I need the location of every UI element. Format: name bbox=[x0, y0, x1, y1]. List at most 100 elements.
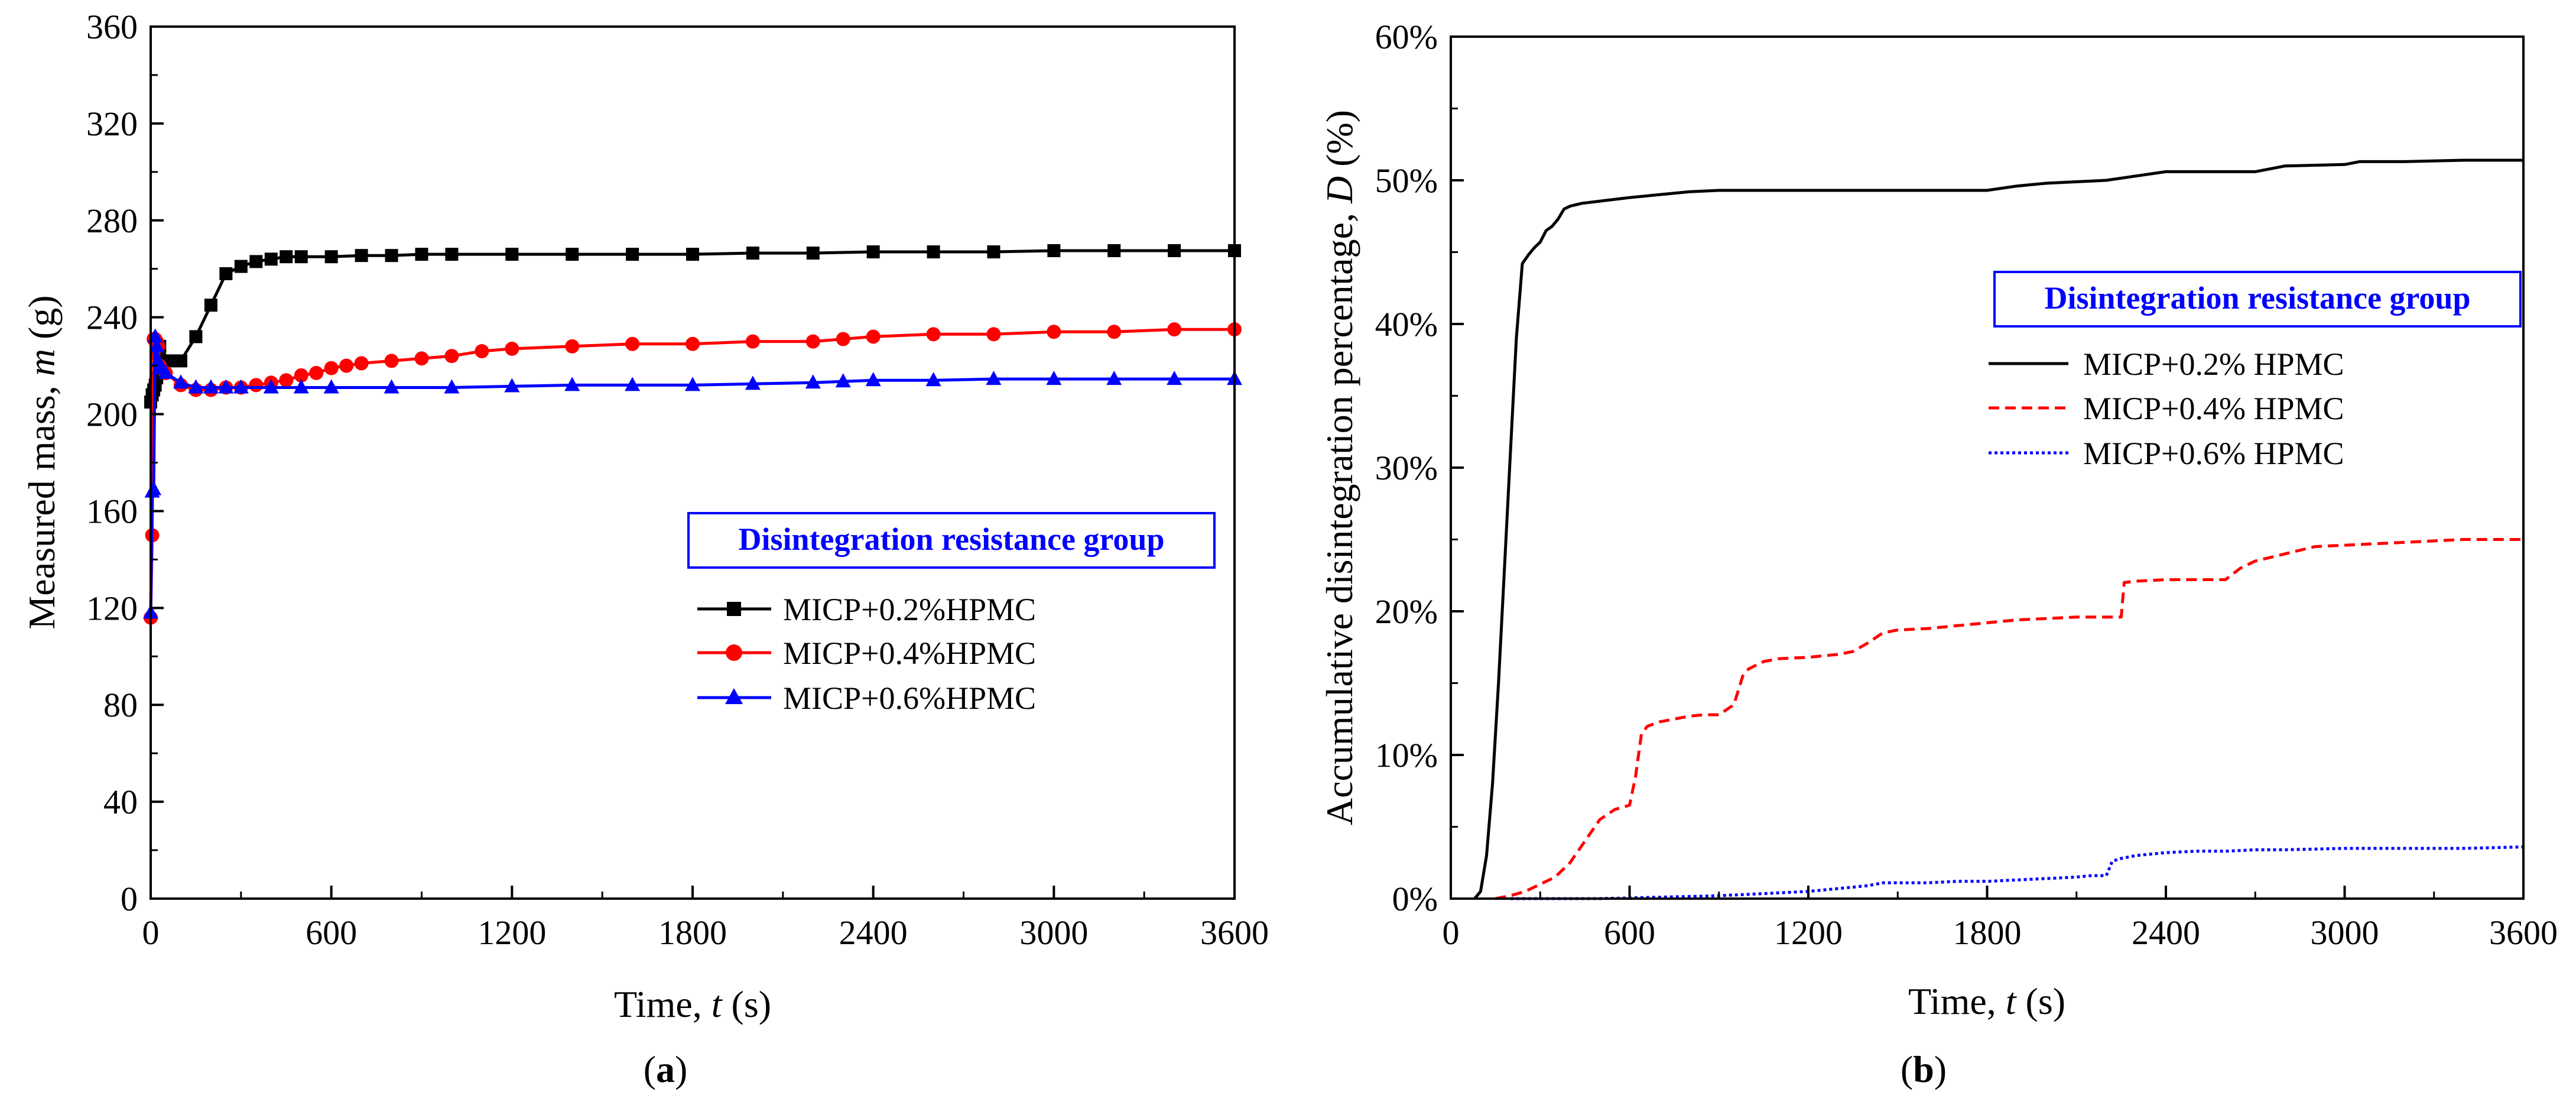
panel-a-series-2-point-11 bbox=[218, 379, 234, 394]
panel-b-legend-title-box bbox=[1993, 271, 2522, 328]
panel-a-y-tick-label-8: 320 bbox=[86, 105, 138, 143]
panel-a-series-0-point-16 bbox=[294, 250, 308, 264]
panel-a-x-tick-label-0: 0 bbox=[142, 913, 160, 952]
panel-a-series-0-point-13 bbox=[249, 255, 263, 268]
panel-a-series-0-point-18 bbox=[355, 249, 368, 262]
panel-a-series-0-point-25 bbox=[686, 248, 699, 261]
panel-a-legend: Disintegration resistance group MICP+0.2… bbox=[687, 512, 1216, 716]
panel-a-series-1-point-35 bbox=[1047, 325, 1061, 339]
panel-a-series-2-point-17 bbox=[444, 379, 460, 394]
panel-b-x-tick-label-1: 600 bbox=[1604, 913, 1655, 952]
panel-b-y-tick-label-2: 20% bbox=[1375, 592, 1438, 631]
panel-a-legend-item-2: MICP+0.6%HPMC bbox=[697, 680, 1036, 716]
panel-b-plot-frame bbox=[1450, 35, 2525, 900]
panel-a-series-1-point-17 bbox=[309, 365, 324, 380]
panel-a-y-tick-label-3: 120 bbox=[86, 589, 138, 627]
panel-b-x-tick-label-6: 3600 bbox=[2489, 913, 2558, 952]
panel-b-series-line-2 bbox=[1510, 845, 2524, 900]
panel-a-y-tick-label-1: 40 bbox=[103, 783, 138, 821]
panel-a-series-2-point-14 bbox=[293, 379, 309, 394]
panel-a-series-1-point-13 bbox=[249, 378, 264, 393]
panel-a-series-1-point-29 bbox=[745, 334, 760, 349]
panel-a-series-0-point-21 bbox=[445, 248, 459, 261]
panel-a-series-2-point-13 bbox=[263, 379, 279, 394]
panel-a-y-tick-label-6: 240 bbox=[86, 299, 138, 337]
panel-b-legend-label-1: MICP+0.4% HPMC bbox=[2083, 391, 2344, 426]
panel-b-x-tick-label-0: 0 bbox=[1443, 913, 1460, 952]
panel-a-legend-marker-0 bbox=[727, 602, 741, 616]
panel-b-x-tick-label-2: 1200 bbox=[1774, 913, 1843, 952]
panel-a-x-axis-title: Time, t (s) bbox=[614, 983, 771, 1025]
panel-a-series-1-point-27 bbox=[625, 336, 640, 351]
panel-a-series-1-point-33 bbox=[926, 327, 941, 342]
panel-a-series-2-point-16 bbox=[384, 379, 399, 394]
panel-a-series-2-point-7 bbox=[158, 364, 174, 379]
panel-a-series-0-point-12 bbox=[234, 260, 248, 273]
panel-a-series-1-point-36 bbox=[1107, 325, 1122, 339]
panel-a-series-group bbox=[143, 244, 1242, 625]
panel-a-series-1-point-31 bbox=[836, 332, 850, 346]
panel-a-series-2-point-24 bbox=[835, 373, 851, 388]
panel-a-series-2-point-12 bbox=[233, 379, 249, 394]
panel-a-series-0-point-33 bbox=[1168, 244, 1181, 257]
panel-a-series-2-point-29 bbox=[1106, 371, 1122, 385]
panel-a-series-0-point-9 bbox=[189, 330, 203, 343]
panel-a-x-tick-label-3: 1800 bbox=[658, 913, 727, 952]
panel-a-legend-title: Disintegration resistance group bbox=[739, 521, 1165, 557]
panel-a-series-0-point-17 bbox=[324, 250, 338, 264]
panel-b-x-tick-label-5: 3000 bbox=[2311, 913, 2379, 952]
panel-a-y-tick-label-0: 0 bbox=[121, 880, 138, 918]
panel-a-series-1-point-24 bbox=[475, 344, 489, 359]
panel-a-series-1-point-21 bbox=[384, 354, 399, 368]
panel-a-series-0-point-30 bbox=[987, 245, 1000, 259]
panel-a-series-1-point-19 bbox=[339, 358, 354, 373]
panel-a-label: (a) bbox=[644, 1048, 688, 1090]
panel-a-series-1-point-20 bbox=[354, 356, 369, 371]
panel-a-series-1-point-15 bbox=[279, 373, 294, 388]
panel-a-series-1-point-25 bbox=[505, 341, 519, 356]
panel-a-x-tick-label-1: 600 bbox=[306, 913, 357, 952]
panel-b-y-tick-label-6: 60% bbox=[1375, 18, 1438, 56]
panel-a-series-2-point-30 bbox=[1167, 371, 1183, 385]
panel-a-series-2-point-26 bbox=[925, 372, 941, 387]
panel-a-y-tick-label-7: 280 bbox=[86, 202, 138, 240]
panel-b-x-tick-label-3: 1800 bbox=[1953, 913, 2022, 952]
panel-a-y-tick-label-4: 160 bbox=[86, 492, 138, 530]
panel-a-series-1-point-34 bbox=[986, 327, 1001, 342]
panel-b-series-line-0 bbox=[1473, 158, 2523, 900]
panel-b-legend: Disintegration resistance group MICP+0.2… bbox=[1989, 271, 2522, 471]
panel-a-chart: 0 600 1200 1800 2400 3000 3600 0 40 80 120 160 200 24… bbox=[21, 8, 1269, 1090]
panel-a-series-2-point-4 bbox=[149, 338, 165, 352]
panel-a-series-1-point-30 bbox=[805, 334, 820, 349]
panel-a-plot-frame bbox=[150, 25, 1236, 900]
panel-a-series-2-point-28 bbox=[1046, 371, 1062, 385]
panel-a-y-tick-label-9: 360 bbox=[86, 8, 138, 46]
panel-a-y-axis-title: Measured mass, m (g) bbox=[21, 295, 63, 629]
panel-b-legend-item-2: MICP+0.6% HPMC bbox=[1989, 436, 2344, 471]
panel-a-x-tick-label-6: 3600 bbox=[1200, 913, 1269, 952]
panel-a-series-2-point-10 bbox=[203, 379, 219, 394]
panel-a-series-0-point-19 bbox=[385, 249, 398, 262]
panel-a-x-tick-label-5: 3000 bbox=[1019, 913, 1088, 952]
panel-a-series-0-point-23 bbox=[566, 248, 579, 261]
panel-a-series-2-point-5 bbox=[150, 352, 166, 367]
panel-a-series-0-point-10 bbox=[204, 299, 217, 312]
panel-a-series-2-point-8 bbox=[173, 374, 189, 389]
panel-a-series-1-point-23 bbox=[444, 349, 459, 364]
panel-a-series-2-point-25 bbox=[865, 372, 881, 387]
panel-a-series-1-point-32 bbox=[866, 329, 881, 344]
panel-a-series-0-point-31 bbox=[1047, 244, 1061, 257]
panel-a-series-0-point-28 bbox=[866, 245, 880, 259]
panel-a-series-2-point-9 bbox=[188, 379, 204, 394]
panel-a-series-2-point-15 bbox=[323, 379, 339, 394]
panel-a-x-tick-label-2: 1200 bbox=[477, 913, 546, 952]
panel-a-series-2-point-22 bbox=[745, 375, 761, 390]
panel-a-series-2-point-27 bbox=[986, 371, 1002, 385]
panel-b-y-axis-title: Accumulative disintegration percentage, … bbox=[1318, 110, 1360, 825]
panel-a-series-0-point-14 bbox=[264, 252, 278, 266]
panel-a-series-0-point-32 bbox=[1107, 244, 1121, 257]
panel-a-series-0-point-29 bbox=[927, 245, 940, 259]
panel-a-legend-marker-1 bbox=[726, 644, 742, 661]
panel-a-series-0-point-8 bbox=[174, 354, 187, 368]
panel-a-legend-label-0: MICP+0.2%HPMC bbox=[783, 592, 1036, 627]
